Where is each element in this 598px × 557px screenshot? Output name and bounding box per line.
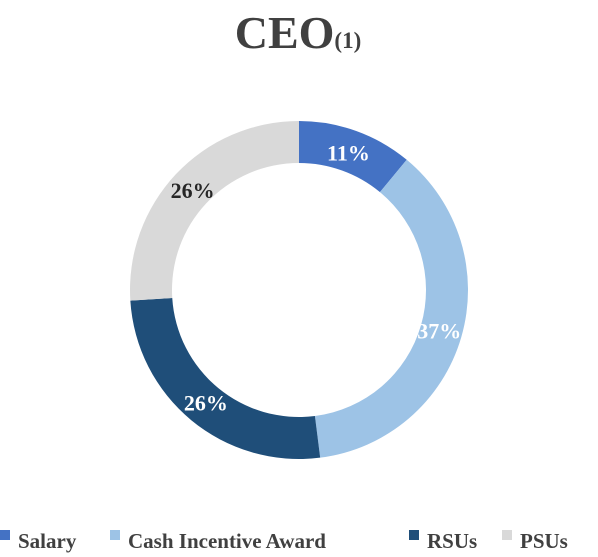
donut-slice-psus [130, 121, 299, 301]
slice-label-salary: 11% [327, 141, 370, 166]
legend-label-cash-incentive-award: Cash Incentive Award [128, 529, 326, 553]
legend-label-rsus: RSUs [427, 529, 477, 553]
slice-label-rsus: 26% [184, 390, 228, 415]
slice-label-psus: 26% [171, 178, 215, 203]
chart-title-footnote: (1) [334, 28, 361, 53]
donut-slice-labels: 11% 37% 26% 26% [171, 141, 462, 416]
legend-swatch-cash-incentive-award [110, 530, 120, 540]
donut-slice-cash-incentive-award [314, 159, 468, 458]
legend-swatch-rsus [409, 530, 419, 540]
donut-slice-rsus [130, 297, 321, 459]
chart-title-main: CEO [235, 7, 335, 58]
legend-swatch-psus [502, 530, 512, 540]
legend-label-salary: Salary [18, 529, 77, 553]
legend-label-psus: PSUs [520, 529, 568, 553]
slice-label-cash-incentive-award: 37% [417, 319, 461, 344]
chart-title: CEO(1) [235, 7, 362, 58]
legend-swatch-salary [0, 530, 10, 540]
donut-slices [130, 121, 468, 459]
donut-slice-salary [299, 121, 407, 193]
chart-legend: Salary Cash Incentive Award RSUs PSUs [0, 529, 568, 553]
